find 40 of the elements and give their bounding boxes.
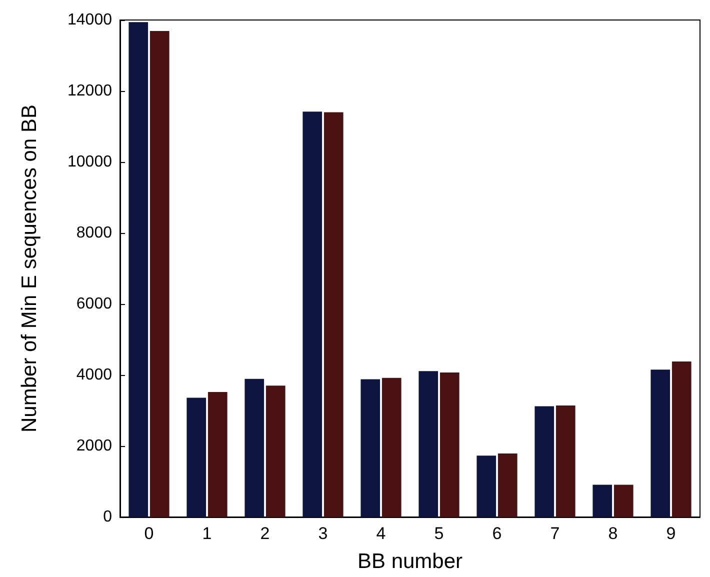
y-tick-label: 8000 <box>76 224 112 242</box>
bar <box>266 386 286 517</box>
y-tick-label: 14000 <box>68 12 112 28</box>
x-axis-title: BB number <box>357 550 463 573</box>
x-tick-label: 1 <box>202 524 212 543</box>
x-tick-label: 9 <box>666 524 676 543</box>
bar <box>208 392 228 517</box>
x-tick-label: 3 <box>318 524 328 543</box>
bar <box>556 406 576 517</box>
bar <box>186 398 206 517</box>
x-tick-label: 7 <box>550 524 560 543</box>
bar <box>382 378 402 517</box>
bar <box>534 406 554 517</box>
y-tick-label: 2000 <box>76 438 112 454</box>
bar <box>360 379 380 517</box>
bar <box>244 378 264 517</box>
y-tick-label: 12000 <box>68 82 112 100</box>
bar <box>650 370 670 517</box>
y-tick-label: 10000 <box>68 154 112 170</box>
bar <box>128 22 148 517</box>
x-tick-label: 4 <box>376 524 386 543</box>
bar <box>302 112 322 517</box>
bar <box>672 362 692 517</box>
bar <box>592 484 612 517</box>
bar <box>440 372 460 517</box>
x-tick-label: 0 <box>144 524 154 543</box>
bar <box>498 453 518 517</box>
bar <box>614 484 634 517</box>
bar <box>476 456 496 517</box>
bar <box>418 371 438 517</box>
y-tick-label: 6000 <box>76 296 112 312</box>
bar <box>324 112 344 517</box>
y-axis-title: Number of Min E sequences on BB <box>18 104 41 433</box>
x-tick-label: 2 <box>260 524 270 543</box>
x-tick-label: 5 <box>434 524 444 543</box>
bar <box>150 31 170 517</box>
x-tick-label: 6 <box>492 524 502 543</box>
x-tick-label: 8 <box>608 524 618 543</box>
y-tick-label: 0 <box>103 508 112 526</box>
y-tick-label: 4000 <box>76 366 112 384</box>
